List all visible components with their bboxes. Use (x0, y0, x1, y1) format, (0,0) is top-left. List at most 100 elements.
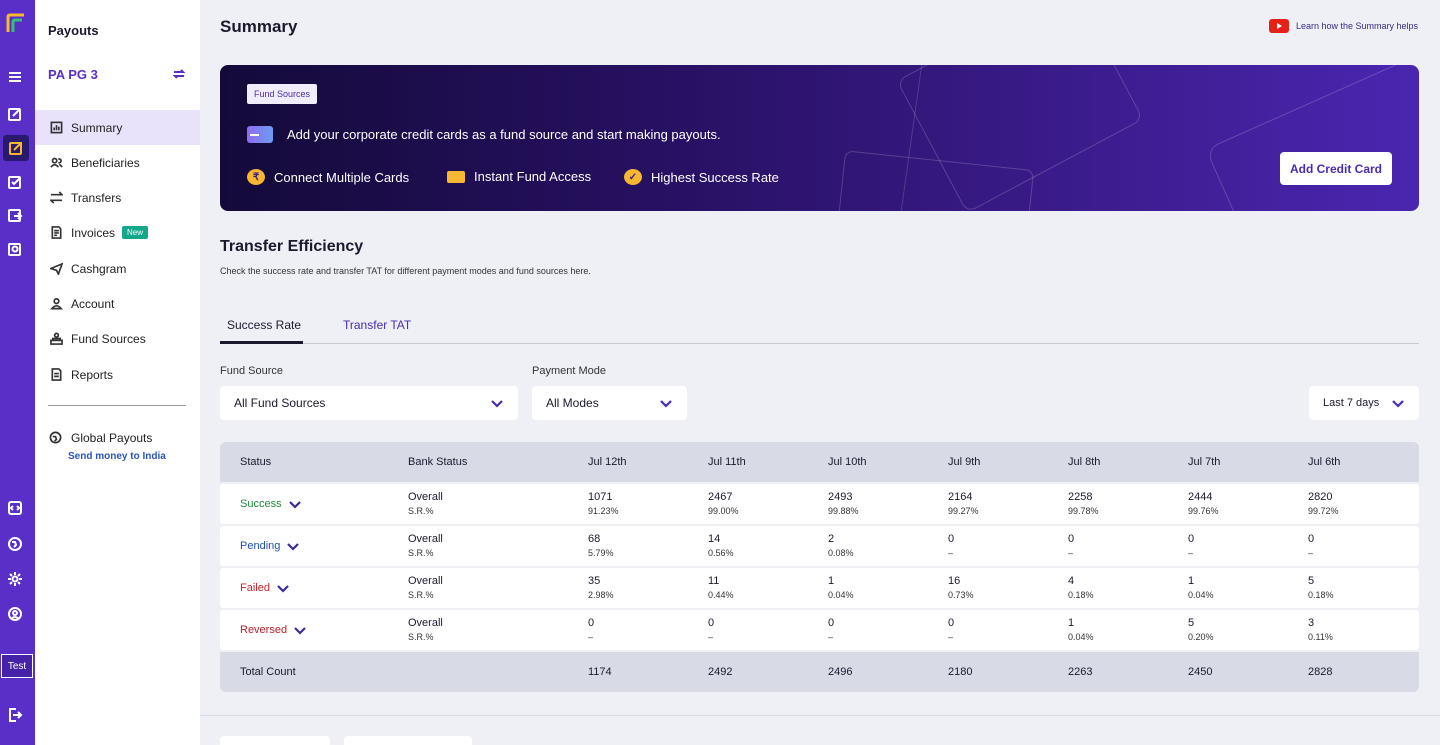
rate-value: 99.78% (1068, 506, 1099, 516)
count-value: 0 (588, 617, 595, 629)
column-header: Jul 12th (588, 456, 627, 468)
table-header: Status Bank Status Jul 12th Jul 11th Jul 10t… (220, 442, 1419, 482)
bank-status: Overall (408, 575, 443, 587)
rate-value: 0.18% (1308, 590, 1334, 600)
table-row: Pending Overall S.R.% 68 5.79% 14 0.56% 2 0.08% 0… (220, 526, 1419, 566)
count-value: 0 (708, 617, 715, 629)
switch-account-icon[interactable] (172, 67, 186, 81)
sidebar-item-transfers[interactable]: Transfers (35, 180, 200, 215)
bank-status: Overall (408, 533, 443, 545)
column-header: Jul 10th (828, 456, 867, 468)
rate-value: 0.04% (828, 590, 854, 600)
globe-icon[interactable] (6, 535, 24, 553)
payment-mode-select[interactable]: All Modes (532, 386, 687, 420)
sidebar-item-label: Beneficiaries (71, 155, 140, 170)
count-value: 5 (1188, 617, 1195, 629)
checklist-icon[interactable] (6, 173, 24, 191)
sidebar-item-label: Account (71, 296, 115, 311)
rate-value: 99.00% (708, 506, 739, 516)
bank-status-sub: S.R.% (408, 632, 434, 642)
global-payouts-link[interactable]: Global Payouts (49, 431, 152, 445)
sidebar-item-reports[interactable]: Reports (35, 357, 200, 392)
bank-status-sub: S.R.% (408, 548, 434, 558)
column-header: Jul 7th (1188, 456, 1221, 468)
global-payouts-label: Global Payouts (71, 431, 153, 445)
fund-sources-icon (49, 332, 63, 346)
developer-icon[interactable] (6, 499, 24, 517)
count-value: 1 (1068, 617, 1075, 629)
search-doc-icon[interactable] (6, 240, 24, 258)
tab-transfer-tat[interactable]: Transfer TAT (343, 318, 412, 332)
rate-value: – (948, 548, 954, 558)
account-name[interactable]: PA PG 3 (48, 67, 98, 82)
column-header: Jul 6th (1308, 456, 1341, 468)
column-header: Jul 8th (1068, 456, 1101, 468)
export-icon[interactable] (6, 206, 24, 224)
check-circle-icon: ✓ (624, 169, 642, 185)
invoices-icon (49, 226, 63, 240)
profile-icon[interactable] (6, 605, 24, 623)
settings-gear-icon[interactable] (6, 570, 24, 588)
total-value: 2450 (1188, 666, 1213, 678)
edit-icon[interactable] (6, 105, 24, 123)
sidebar-item-invoices[interactable]: Invoices New (35, 215, 200, 250)
account-icon (49, 297, 63, 311)
total-value: 2263 (1068, 666, 1093, 678)
count-value: 2467 (708, 491, 733, 503)
sidebar-item-summary[interactable]: Summary (35, 110, 200, 145)
feature-label: Connect Multiple Cards (274, 169, 410, 185)
status-label: Pending (240, 540, 281, 552)
test-mode-toggle[interactable]: Test (1, 654, 33, 678)
rate-value: 0.08% (828, 548, 854, 558)
bottom-section (200, 715, 1440, 745)
total-value: 2828 (1308, 666, 1333, 678)
sidebar-divider (48, 405, 186, 406)
chevron-down-icon (1391, 396, 1405, 410)
reports-icon (49, 368, 63, 382)
sidebar-item-account[interactable]: Account (35, 286, 200, 321)
status-toggle[interactable]: Failed (240, 581, 290, 595)
count-value: 35 (588, 575, 601, 587)
total-value: 2492 (708, 666, 733, 678)
efficiency-tabs: Success Rate Transfer TAT (220, 307, 1419, 344)
table-row: Reversed Overall S.R.% 0 – 0 – 0 – 0 – 1 0.04% 5 0.20%… (220, 610, 1419, 650)
rate-value: 2.98% (588, 590, 614, 600)
tab-success-rate[interactable]: Success Rate (227, 318, 302, 332)
feature-connect-cards: ₹ Connect Multiple Cards (247, 169, 409, 185)
sidebar-item-fund-sources[interactable]: Fund Sources (35, 321, 200, 356)
payouts-app-icon[interactable] (3, 135, 29, 161)
fund-source-select[interactable]: All Fund Sources (220, 386, 518, 420)
count-value: 1 (1188, 575, 1195, 587)
count-value: 2444 (1188, 491, 1213, 503)
new-badge: New (122, 226, 149, 239)
sidebar-title: Payouts (48, 23, 99, 38)
date-range-select[interactable]: Last 7 days (1309, 386, 1419, 420)
logout-icon[interactable] (6, 706, 24, 724)
table-row: Failed Overall S.R.% 35 2.98% 11 0.44% 1 0.04% 16… (220, 568, 1419, 608)
sidebar-item-label: Transfers (71, 190, 122, 205)
bank-status-sub: S.R.% (408, 590, 434, 600)
feature-instant-access: Instant Fund Access (447, 169, 591, 184)
help-video-link[interactable]: Learn how the Summary helps (1268, 19, 1418, 33)
sidebar-item-beneficiaries[interactable]: Beneficiaries (35, 145, 200, 180)
count-value: 4 (1068, 575, 1075, 587)
date-range-value: Last 7 days (1323, 397, 1380, 409)
count-value: 3 (1308, 617, 1315, 629)
rate-value: 0.73% (948, 590, 974, 600)
rate-value: 0.20% (1188, 632, 1214, 642)
banner-headline: Add your corporate credit cards as a fun… (247, 126, 721, 143)
menu-icon[interactable] (6, 68, 24, 86)
rate-value: – (1188, 548, 1194, 558)
rate-value: 0.11% (1308, 632, 1333, 642)
status-toggle[interactable]: Reversed (240, 623, 307, 637)
chevron-down-icon (490, 396, 504, 410)
status-toggle[interactable]: Pending (240, 539, 300, 553)
status-toggle[interactable]: Success (240, 497, 302, 511)
summary-icon (49, 121, 63, 135)
rate-value: – (1308, 548, 1314, 558)
send-money-link[interactable]: Send money to India (68, 451, 166, 462)
add-credit-card-button[interactable]: Add Credit Card (1280, 152, 1392, 185)
sidebar-item-cashgram[interactable]: Cashgram (35, 251, 200, 286)
brand-logo-icon[interactable] (5, 12, 27, 34)
fund-sources-tag: Fund Sources (247, 84, 318, 104)
